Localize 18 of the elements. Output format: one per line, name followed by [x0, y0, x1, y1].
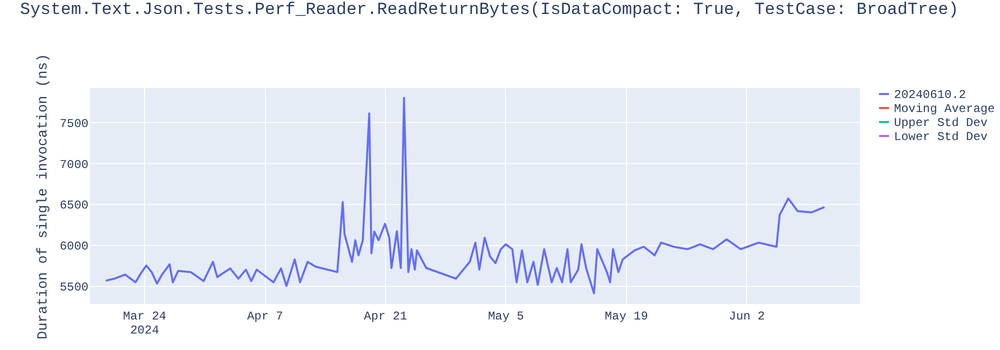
- x-tick-label: Mar 24 2024: [123, 310, 166, 338]
- legend-label: Moving Average: [894, 102, 995, 116]
- legend-label: Lower Std Dev: [894, 130, 988, 144]
- x-tick-label: Jun 2: [728, 310, 765, 324]
- x-tick-label: Apr 7: [247, 310, 284, 324]
- y-tick-label: 6000: [60, 240, 88, 254]
- y-tick-label: 5500: [60, 280, 88, 294]
- chart-title: System.Text.Json.Tests.Perf_Reader.ReadReturnBytes(IsDataCompact: True, TestCase: BroadTree): [20, 1, 959, 20]
- legend-label: Upper Std Dev: [894, 116, 988, 130]
- y-tick-label: 7000: [60, 158, 88, 172]
- y-tick-label: 7500: [60, 116, 88, 131]
- x-tick-label: Apr 21: [364, 310, 408, 324]
- x-tick-label: May 19: [604, 310, 648, 324]
- legend-label: 20240610.2: [894, 88, 966, 102]
- line-series: [104, 96, 826, 294]
- y-axis-title: Duration of single invocation (ns): [36, 54, 52, 340]
- y-tick-label: 6500: [60, 198, 88, 213]
- x-tick-label: May 5: [488, 310, 524, 324]
